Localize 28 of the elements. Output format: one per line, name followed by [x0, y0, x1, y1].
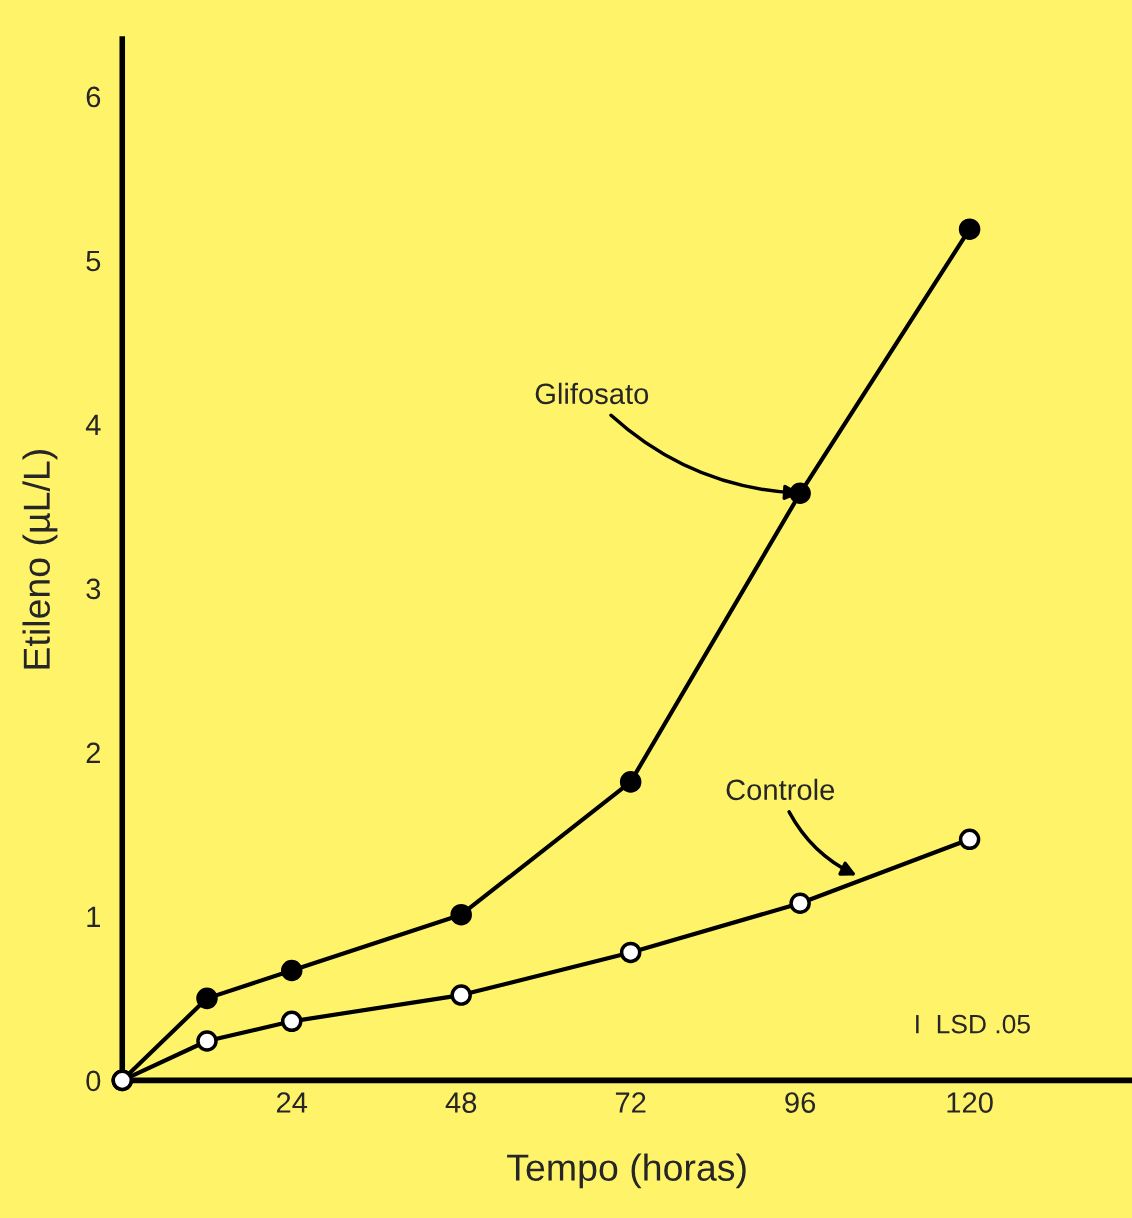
- y-tick-label: 2: [86, 742, 100, 763]
- x-tick-label: 120: [947, 1092, 993, 1113]
- y-tick-label: 6: [86, 86, 101, 108]
- annotation: Glifosato: [535, 382, 649, 405]
- annotation: I LSD .05: [916, 1014, 1030, 1034]
- point: [450, 984, 472, 1006]
- point: [280, 1010, 303, 1033]
- point: [619, 941, 642, 964]
- point: [958, 828, 981, 851]
- annotation: Controle: [726, 778, 835, 801]
- point: [196, 987, 218, 1010]
- x-tick-label: 24: [276, 1092, 308, 1113]
- y-tick-label: 0: [86, 1070, 101, 1092]
- point: [280, 959, 303, 982]
- y-axis-title: Etileno (µL/L): [22, 450, 58, 669]
- x-axis-title: Tempo (horas): [507, 1153, 746, 1189]
- y-tick-label: 1: [87, 906, 100, 927]
- point: [450, 903, 472, 926]
- point: [196, 1030, 218, 1052]
- y-tick-label: 4: [85, 414, 101, 435]
- x-tick-label: 96: [785, 1092, 816, 1113]
- point: [789, 892, 811, 915]
- x-tick-label: 48: [445, 1092, 477, 1113]
- y-tick-label: 5: [86, 250, 101, 272]
- x-tick-label: 72: [615, 1092, 646, 1113]
- point: [619, 771, 642, 793]
- point: [958, 218, 981, 240]
- y-tick-label: 3: [86, 578, 101, 600]
